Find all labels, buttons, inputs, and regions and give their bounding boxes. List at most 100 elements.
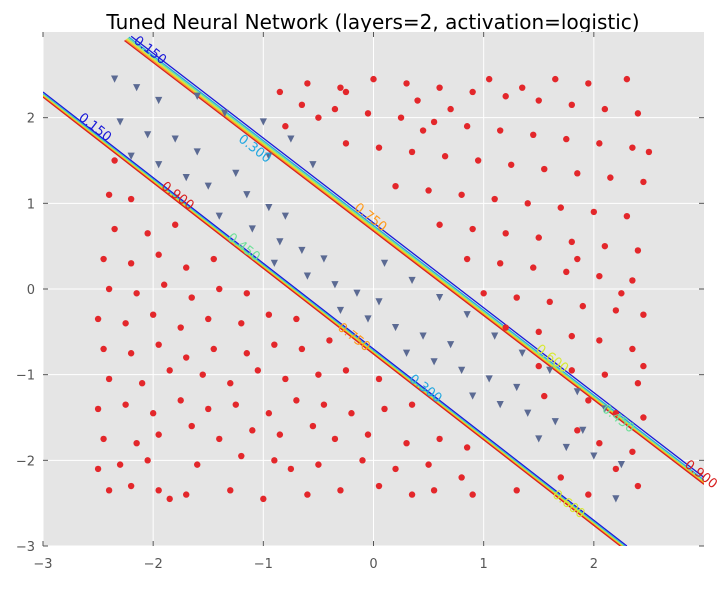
- data-point-circle: [105, 285, 113, 293]
- data-point-triangle: [221, 109, 229, 117]
- data-point-triangle: [408, 276, 416, 285]
- data-point-circle: [557, 204, 564, 211]
- data-point-circle: [105, 487, 113, 494]
- data-point-circle: [172, 221, 179, 228]
- data-point-circle: [210, 255, 217, 263]
- data-point-circle: [524, 200, 531, 207]
- data-point-circle: [144, 230, 151, 237]
- data-point-circle: [122, 401, 129, 408]
- data-point-circle: [629, 144, 636, 151]
- data-point-circle: [469, 88, 476, 96]
- data-point-triangle: [518, 349, 526, 357]
- data-point-circle: [425, 461, 432, 468]
- contour-line: [43, 94, 624, 546]
- data-point-circle: [414, 97, 421, 104]
- data-point-circle: [260, 495, 267, 503]
- data-point-circle: [276, 431, 284, 438]
- data-point-circle: [243, 350, 251, 357]
- data-point-circle: [629, 277, 636, 284]
- data-point-circle: [293, 315, 300, 323]
- data-point-circle: [254, 367, 262, 374]
- data-point-triangle: [562, 443, 570, 452]
- data-point-circle: [425, 187, 432, 194]
- data-point-circle: [370, 75, 377, 83]
- data-point-circle: [541, 165, 548, 173]
- data-point-circle: [496, 127, 504, 134]
- y-tick-label: −2: [16, 454, 35, 469]
- y-tick-label: −1: [16, 369, 35, 384]
- data-point-triangle: [243, 191, 251, 199]
- x-tick-label: 2: [590, 557, 598, 572]
- x-tick-label: 0: [369, 557, 377, 572]
- data-point-triangle: [391, 323, 400, 332]
- data-point-circle: [469, 225, 476, 233]
- data-point-triangle: [535, 435, 543, 443]
- data-point-circle: [535, 97, 542, 104]
- data-point-circle: [243, 290, 251, 297]
- data-point-circle: [194, 461, 201, 468]
- data-point-triangle: [303, 272, 311, 280]
- data-point-circle: [623, 75, 631, 83]
- grid-lines: [42, 32, 704, 547]
- data-point-circle: [216, 435, 223, 443]
- data-point-circle: [183, 354, 190, 361]
- data-point-circle: [199, 371, 206, 378]
- data-point-circle: [397, 114, 405, 121]
- data-point-circle: [640, 311, 647, 318]
- data-point-triangle: [111, 75, 119, 83]
- data-point-circle: [304, 80, 311, 87]
- data-point-triangle: [513, 383, 521, 392]
- data-point-circle: [127, 260, 135, 267]
- data-point-circle: [342, 88, 350, 96]
- data-point-circle: [298, 345, 306, 353]
- x-tick-label: 1: [480, 557, 488, 572]
- data-point-circle: [546, 298, 553, 306]
- data-point-circle: [122, 320, 129, 327]
- data-point-circle: [265, 311, 273, 318]
- data-point-circle: [612, 410, 620, 417]
- data-point-circle: [100, 345, 107, 353]
- data-point-circle: [133, 290, 140, 297]
- data-point-triangle: [573, 388, 581, 396]
- data-point-triangle: [215, 212, 223, 220]
- data-point-triangle: [524, 409, 532, 417]
- data-point-circle: [160, 281, 168, 288]
- data-point-circle: [408, 401, 416, 408]
- data-point-circle: [430, 487, 438, 494]
- x-tick-label: −1: [254, 557, 273, 572]
- data-point-circle: [364, 110, 372, 117]
- data-point-circle: [436, 84, 443, 91]
- data-point-circle: [342, 140, 350, 147]
- data-point-circle: [183, 264, 190, 271]
- data-point-circle: [596, 440, 603, 447]
- data-point-triangle: [463, 311, 471, 319]
- data-point-circle: [568, 101, 575, 109]
- data-point-triangle: [133, 84, 141, 92]
- data-point-circle: [304, 491, 311, 498]
- data-point-circle: [634, 380, 642, 387]
- data-point-triangle: [380, 259, 389, 267]
- data-point-circle: [585, 80, 592, 87]
- data-point-triangle: [546, 366, 554, 374]
- data-point-circle: [469, 491, 476, 498]
- data-point-circle: [491, 195, 498, 203]
- data-point-triangle: [155, 96, 163, 105]
- data-point-circle: [111, 225, 118, 233]
- data-point-triangle: [193, 92, 201, 100]
- data-point-triangle: [281, 212, 289, 220]
- data-point-circle: [282, 123, 289, 130]
- data-point-circle: [276, 88, 284, 96]
- data-point-circle: [298, 101, 306, 109]
- data-point-circle: [640, 178, 647, 186]
- data-point-circle: [155, 341, 162, 348]
- data-point-circle: [513, 487, 520, 494]
- data-point-triangle: [353, 289, 361, 297]
- data-point-triangle: [496, 401, 504, 409]
- data-point-circle: [331, 435, 339, 443]
- data-point-circle: [348, 410, 355, 417]
- data-point-circle: [596, 337, 603, 344]
- x-tick-label: −2: [144, 557, 163, 572]
- data-point-circle: [552, 75, 559, 83]
- data-point-circle: [188, 294, 195, 301]
- data-point-circle: [127, 482, 135, 490]
